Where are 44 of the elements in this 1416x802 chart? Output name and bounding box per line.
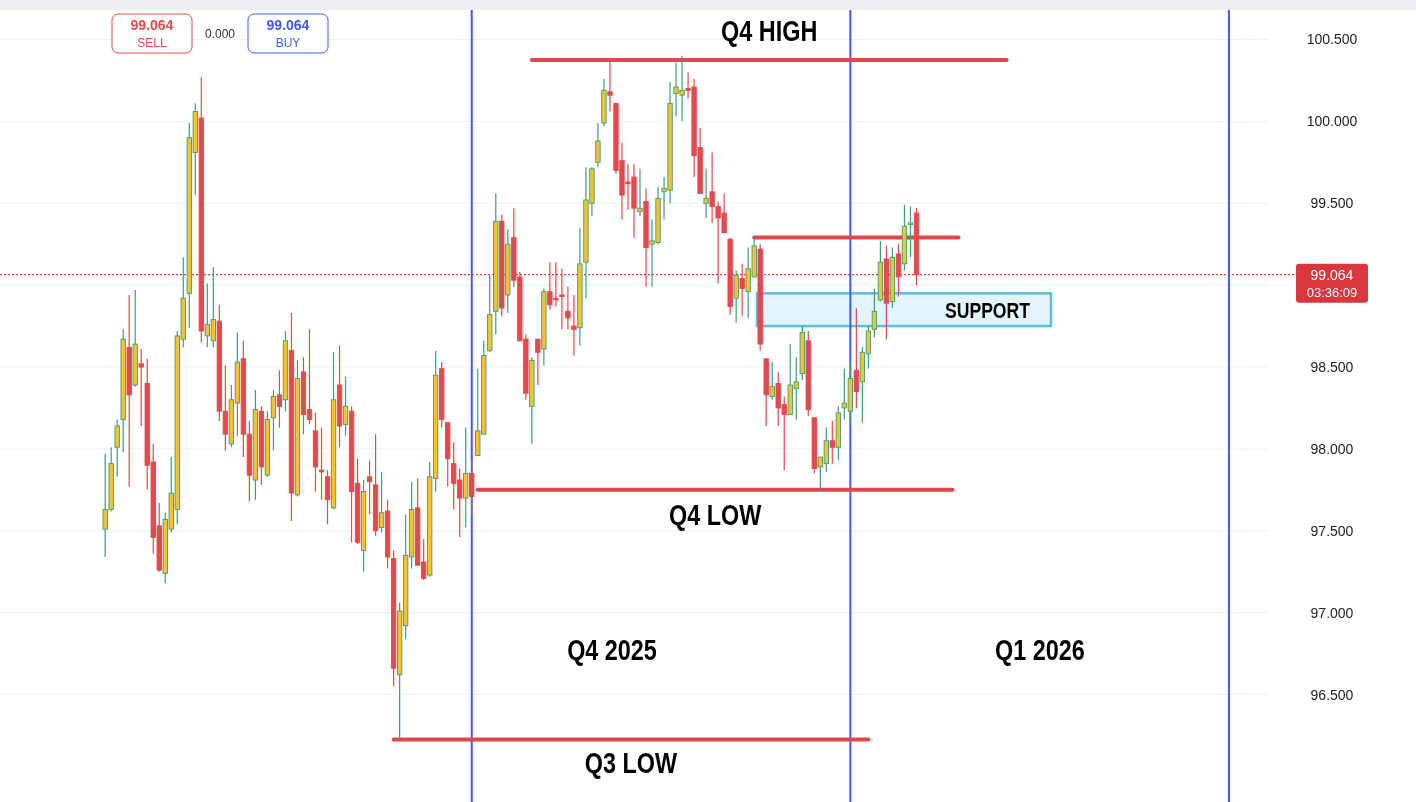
candlestick	[895, 243, 902, 298]
candlestick	[378, 471, 385, 534]
candlestick	[366, 459, 373, 516]
candlestick	[739, 263, 745, 317]
y-tick-label: 97.500	[1310, 522, 1354, 539]
candlestick	[270, 389, 277, 452]
annotation: 99.064	[130, 17, 174, 33]
series-label: Q3 LOW	[584, 745, 678, 780]
series-label: Q4 HIGH	[721, 14, 818, 48]
candlestick	[637, 168, 643, 217]
candlestick	[703, 168, 709, 219]
ref-line-label: 99.064	[1310, 266, 1354, 283]
candlestick	[595, 122, 601, 168]
y-tick-label: 100.000	[1306, 113, 1358, 130]
series-label: Q4 LOW	[669, 498, 762, 532]
candlestick	[342, 376, 349, 437]
y-tick-label: 98.500	[1310, 359, 1354, 376]
annotation: SELL	[137, 36, 167, 50]
annotation: 0.000	[204, 27, 236, 41]
candlestick	[733, 269, 739, 324]
candlestick	[571, 294, 577, 357]
annotation: 99.064	[266, 17, 310, 33]
candlestick	[829, 420, 835, 465]
candlestick	[535, 338, 541, 386]
annotation: Q1 2026	[995, 633, 1085, 667]
candlestick	[138, 348, 144, 427]
y-tick-label: 96.500	[1310, 686, 1354, 703]
y-tick-label: 99.500	[1310, 195, 1354, 212]
candlestick	[853, 307, 859, 409]
annotation: Q4 2025	[567, 633, 657, 667]
annotation: BUY	[275, 36, 301, 50]
band-label: SUPPORT	[944, 297, 1030, 323]
candlestick	[769, 361, 775, 401]
y-tick-label: 97.000	[1310, 604, 1354, 621]
candlestick	[114, 418, 120, 478]
candlestick	[871, 287, 878, 339]
candlestick	[324, 469, 331, 525]
candlestick	[559, 268, 565, 330]
y-tick-label: 100.500	[1306, 31, 1358, 48]
text: 03:36:09	[1306, 284, 1358, 300]
y-tick-label: 98.000	[1310, 440, 1354, 457]
candlestick	[565, 286, 571, 330]
candlestick	[276, 369, 283, 429]
candlestick	[907, 205, 914, 258]
